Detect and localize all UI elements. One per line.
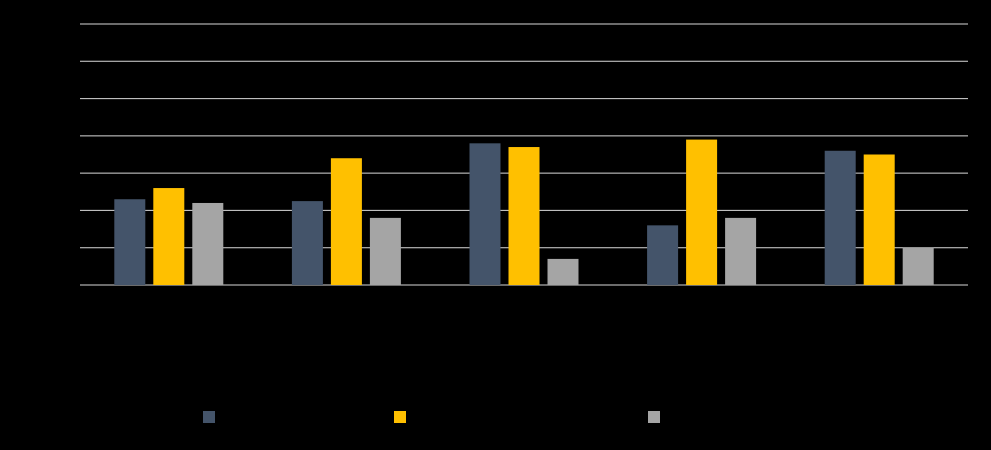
bar bbox=[469, 143, 501, 285]
bar bbox=[291, 201, 323, 285]
bar bbox=[647, 225, 679, 285]
bar bbox=[114, 199, 146, 285]
bar bbox=[547, 258, 579, 285]
bar bbox=[725, 217, 757, 285]
bar bbox=[369, 217, 401, 285]
legend-swatch bbox=[203, 411, 215, 423]
bar bbox=[824, 150, 856, 285]
bar bbox=[686, 139, 718, 285]
legend-swatch bbox=[648, 411, 660, 423]
bar bbox=[902, 247, 934, 285]
bar bbox=[153, 188, 185, 285]
bar bbox=[330, 158, 362, 285]
bar bbox=[863, 154, 895, 285]
bar bbox=[192, 202, 224, 285]
bar bbox=[508, 147, 540, 285]
legend-swatch bbox=[394, 411, 406, 423]
